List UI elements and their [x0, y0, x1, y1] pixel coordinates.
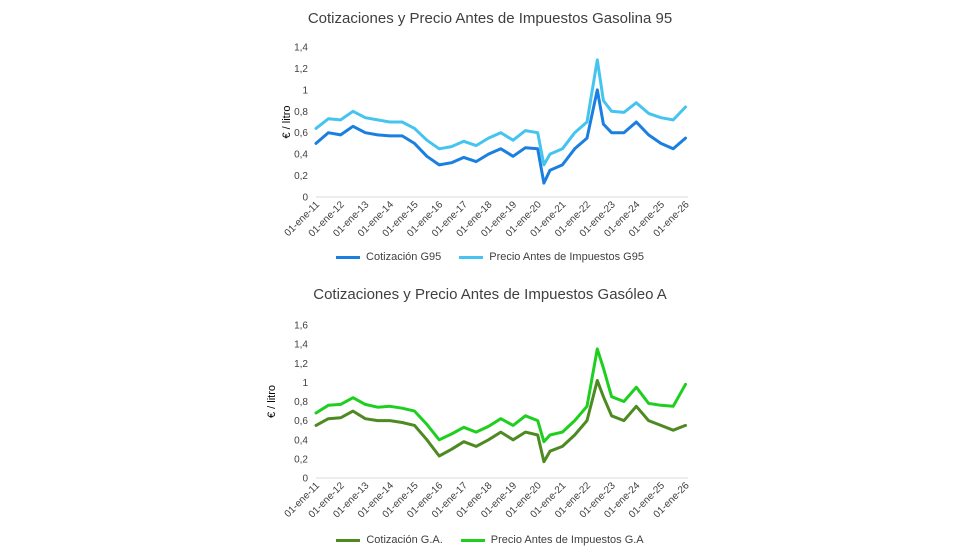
legend-swatch [460, 538, 485, 542]
chart-gasolina-95: Cotizaciones y Precio Antes de Impuestos… [0, 10, 980, 263]
series-line [314, 347, 687, 444]
chart-plot-area: 00,20,40,60,811,21,41,6€ / litro01-ene-1… [266, 321, 692, 521]
legend-label: Precio Antes de Impuestos G95 [489, 251, 644, 263]
series-line [314, 88, 687, 185]
y-tick-label: 0,6 [294, 128, 308, 139]
y-tick-label: 0,4 [294, 435, 308, 446]
y-tick-label: 1,4 [294, 340, 308, 351]
legend-swatch [336, 255, 361, 259]
legend-swatch [336, 538, 361, 542]
y-axis-label: € / litro [266, 385, 278, 418]
chart-plot-area: 00,20,40,60,811,21,4€ / litro01-ene-1101… [281, 43, 692, 240]
legend-swatch [459, 255, 484, 259]
series-line [314, 58, 687, 167]
y-axis-label: € / litro [281, 105, 293, 138]
legend-label: Cotización G.A. [366, 534, 443, 546]
series-line [314, 379, 687, 464]
y-tick-label: 1,6 [294, 321, 308, 332]
chart-legend: Cotización G.A. Precio Antes de Impuesto… [0, 534, 980, 546]
y-tick-label: 0,2 [294, 171, 308, 182]
chart-legend: Cotización G95 Precio Antes de Impuestos… [0, 251, 980, 263]
legend-label: Precio Antes de Impuestos G.A [490, 534, 644, 546]
legend-item-cotizacion-ga: Cotización G.A. [336, 534, 443, 546]
y-tick-label: 0 [302, 193, 308, 204]
y-tick-label: 1,2 [294, 64, 308, 75]
y-tick-label: 0,4 [294, 150, 308, 161]
y-tick-label: 0,8 [294, 397, 308, 408]
y-tick-label: 0,2 [294, 454, 308, 465]
legend-item-cotizacion-g95: Cotización G95 [336, 251, 441, 263]
y-tick-label: 1 [302, 85, 308, 96]
chart-gasoleo-a: Cotizaciones y Precio Antes de Impuestos… [0, 280, 980, 560]
legend-label: Cotización G95 [366, 251, 442, 263]
legend-item-precio-g95: Precio Antes de Impuestos G95 [459, 251, 644, 263]
y-tick-label: 0 [302, 474, 308, 485]
legend-item-precio-ga: Precio Antes de Impuestos G.A [460, 534, 644, 546]
chart-title: Cotizaciones y Precio Antes de Impuestos… [313, 286, 667, 303]
y-tick-label: 1 [302, 378, 308, 389]
y-tick-label: 1,4 [294, 43, 308, 54]
y-tick-label: 0,6 [294, 416, 308, 427]
y-tick-label: 0,8 [294, 107, 308, 118]
chart-title: Cotizaciones y Precio Antes de Impuestos… [307, 10, 673, 27]
y-tick-label: 1,2 [294, 359, 308, 370]
